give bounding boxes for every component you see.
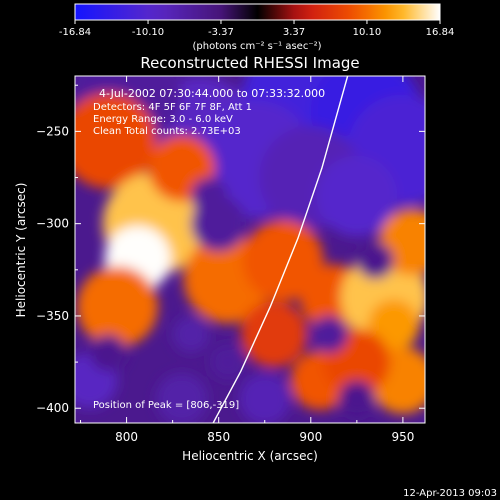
heatmap-blob xyxy=(76,266,158,348)
annotation-peak-position: Position of Peak = [806,-319] xyxy=(93,400,239,411)
y-tick-label: −300 xyxy=(36,217,69,231)
x-tick-label: 950 xyxy=(391,430,414,444)
x-tick-label: 850 xyxy=(207,430,230,444)
heatmap-blob xyxy=(242,220,324,302)
x-tick-label: 900 xyxy=(299,430,322,444)
plot-area: 800 850 900 950 −250 −300 −350 −400 xyxy=(36,75,426,444)
colorbar-tick-label: 10.10 xyxy=(353,27,382,38)
y-tick-label: −350 xyxy=(36,309,69,323)
footer-timestamp: 12-Apr-2013 09:03 xyxy=(403,488,497,499)
annotation-energy-range: Energy Range: 3.0 - 6.0 keV xyxy=(93,114,233,125)
heatmap-blob xyxy=(172,315,210,353)
heatmap-layer xyxy=(75,76,425,423)
heatmap-blob xyxy=(367,299,420,351)
colorbar-tick-label: -10.10 xyxy=(132,27,164,38)
y-axis-label: Heliocentric Y (arcsec) xyxy=(14,183,28,318)
heatmap-blob xyxy=(156,373,208,423)
colorbar-tick-label: -16.84 xyxy=(59,27,91,38)
heatmap-blob xyxy=(338,380,376,418)
colorbar-unit-label: (photons cm⁻² s⁻¹ asec⁻²) xyxy=(192,41,321,52)
chart-title: Reconstructed RHESSI Image xyxy=(140,54,359,72)
y-tick-label: −250 xyxy=(36,124,69,138)
colorbar-tick-label: 16.84 xyxy=(426,27,455,38)
heatmap-blob xyxy=(75,92,157,189)
colorbar-frame xyxy=(74,3,441,21)
axis-ticks: 800 850 900 950 −250 −300 −350 −400 xyxy=(36,76,425,444)
heatmap-blob xyxy=(191,177,228,215)
heatmap-blob xyxy=(209,343,247,381)
heatmap-blob xyxy=(240,301,308,368)
colorbar-tick-label: 3.37 xyxy=(283,27,305,38)
x-axis-label: Heliocentric X (arcsec) xyxy=(182,449,318,463)
x-tick-label: 800 xyxy=(115,430,138,444)
colorbar: -16.84 -10.10 -3.37 3.37 10.10 16.84 (photons… xyxy=(59,3,455,52)
solar-limb-arc xyxy=(212,76,349,423)
colorbar-gradient xyxy=(75,4,440,20)
annotation-detectors: Detectors: 4F 5F 6F 7F 8F, Att 1 xyxy=(93,102,252,113)
plot-frame xyxy=(74,75,426,424)
heatmap-blob xyxy=(89,334,127,372)
heatmap-blob xyxy=(310,315,348,353)
y-tick-label: −400 xyxy=(36,401,69,415)
heatmap-blob xyxy=(356,242,394,279)
colorbar-tick-label: -3.37 xyxy=(208,27,234,38)
heatmap-blob xyxy=(238,373,291,423)
annotation-method-counts: Clean Total counts: 2.73E+03 xyxy=(93,126,241,137)
annotation-time-range: 4-Jul-2002 07:30:44.000 to 07:33:32.000 xyxy=(99,87,325,100)
heatmap-blob xyxy=(316,155,398,237)
